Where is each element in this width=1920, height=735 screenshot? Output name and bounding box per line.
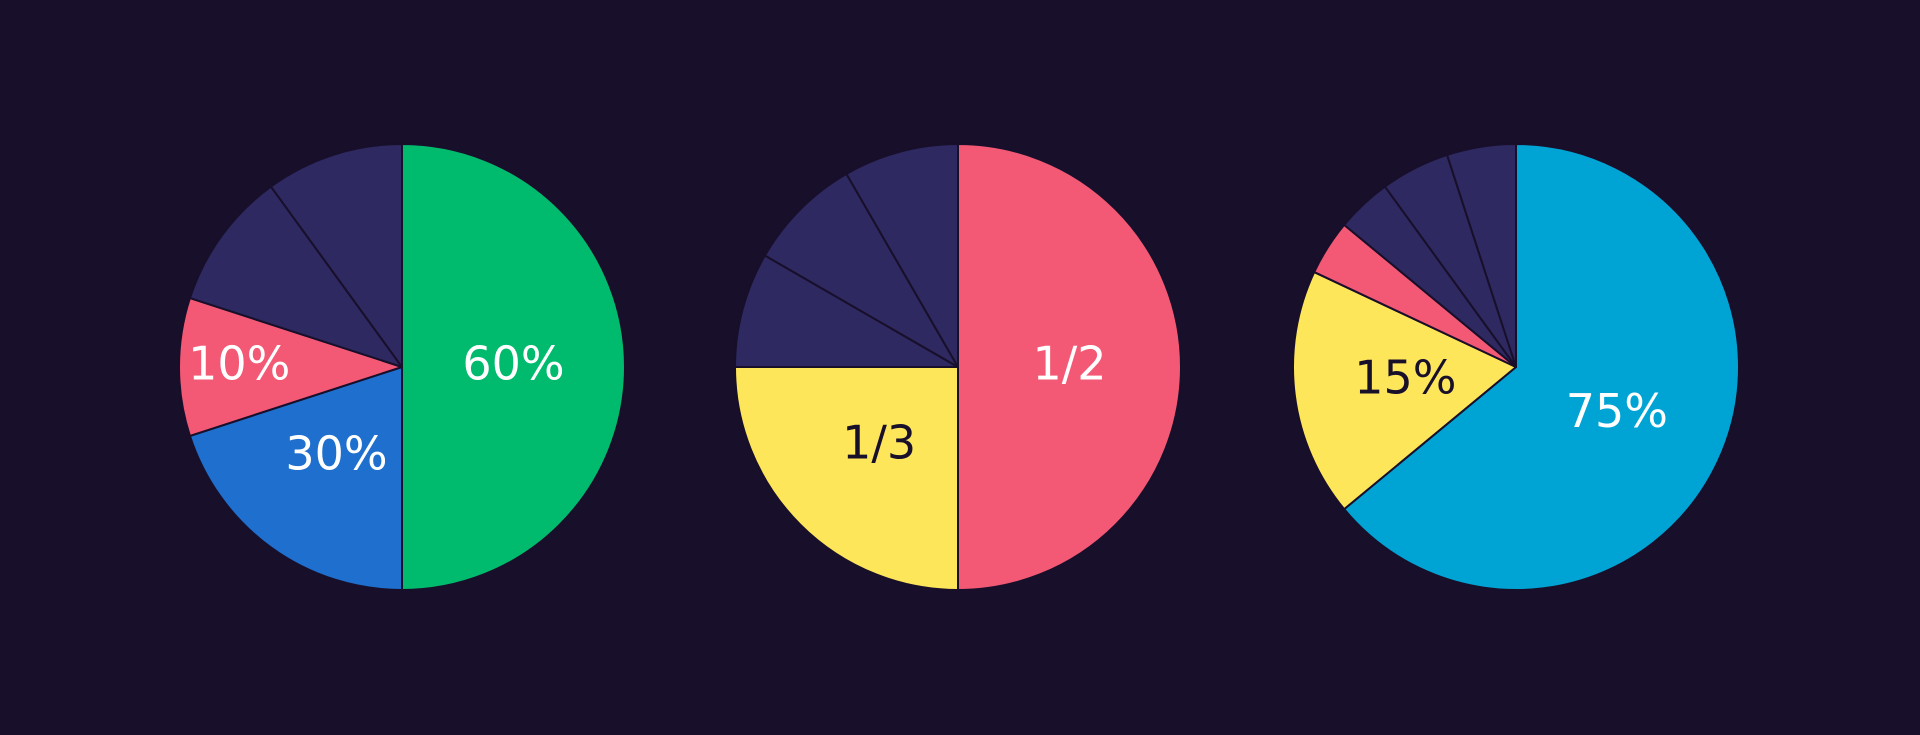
pie-3-slice-1-label: 75% — [1566, 384, 1668, 438]
pie-3-slice-2-label: 15% — [1354, 350, 1456, 404]
pie-chart-1: 60% 30% 10% — [177, 143, 626, 591]
pie-1-slice-2-label: 30% — [285, 427, 387, 481]
pie-3-slice-2 — [1292, 271, 1517, 511]
pie-1-slice-4 — [188, 185, 403, 368]
pie-1-slice-5 — [269, 143, 403, 368]
pie-2-slice-1 — [957, 143, 1182, 591]
pie-chart-2: 1/2 1/3 — [734, 143, 1182, 591]
pie-2-slice-4 — [763, 172, 959, 368]
pie-2-slice-5 — [845, 143, 959, 368]
pie-1-slice-2 — [188, 366, 403, 591]
pie-2-slice-1-label: 1/2 — [1032, 337, 1106, 391]
pie-chart-3: 75% 15% — [1292, 143, 1740, 591]
pie-3-slice-6 — [1446, 143, 1517, 368]
pie-1-slice-3-label: 10% — [188, 337, 290, 391]
pie-3-slice-1 — [1343, 143, 1740, 591]
pie-1-slice-1-label: 60% — [462, 337, 564, 391]
pie-2-slice-2-label: 1/3 — [842, 415, 916, 469]
charts-group: 60% 30% 10% 1/2 1/3 75% 15% — [177, 143, 1740, 591]
pie-1-slice-1 — [401, 143, 626, 591]
pie-2-slice-2 — [734, 366, 959, 591]
pie-1-slice-3 — [177, 297, 403, 437]
pie-2-slice-3 — [734, 254, 959, 368]
